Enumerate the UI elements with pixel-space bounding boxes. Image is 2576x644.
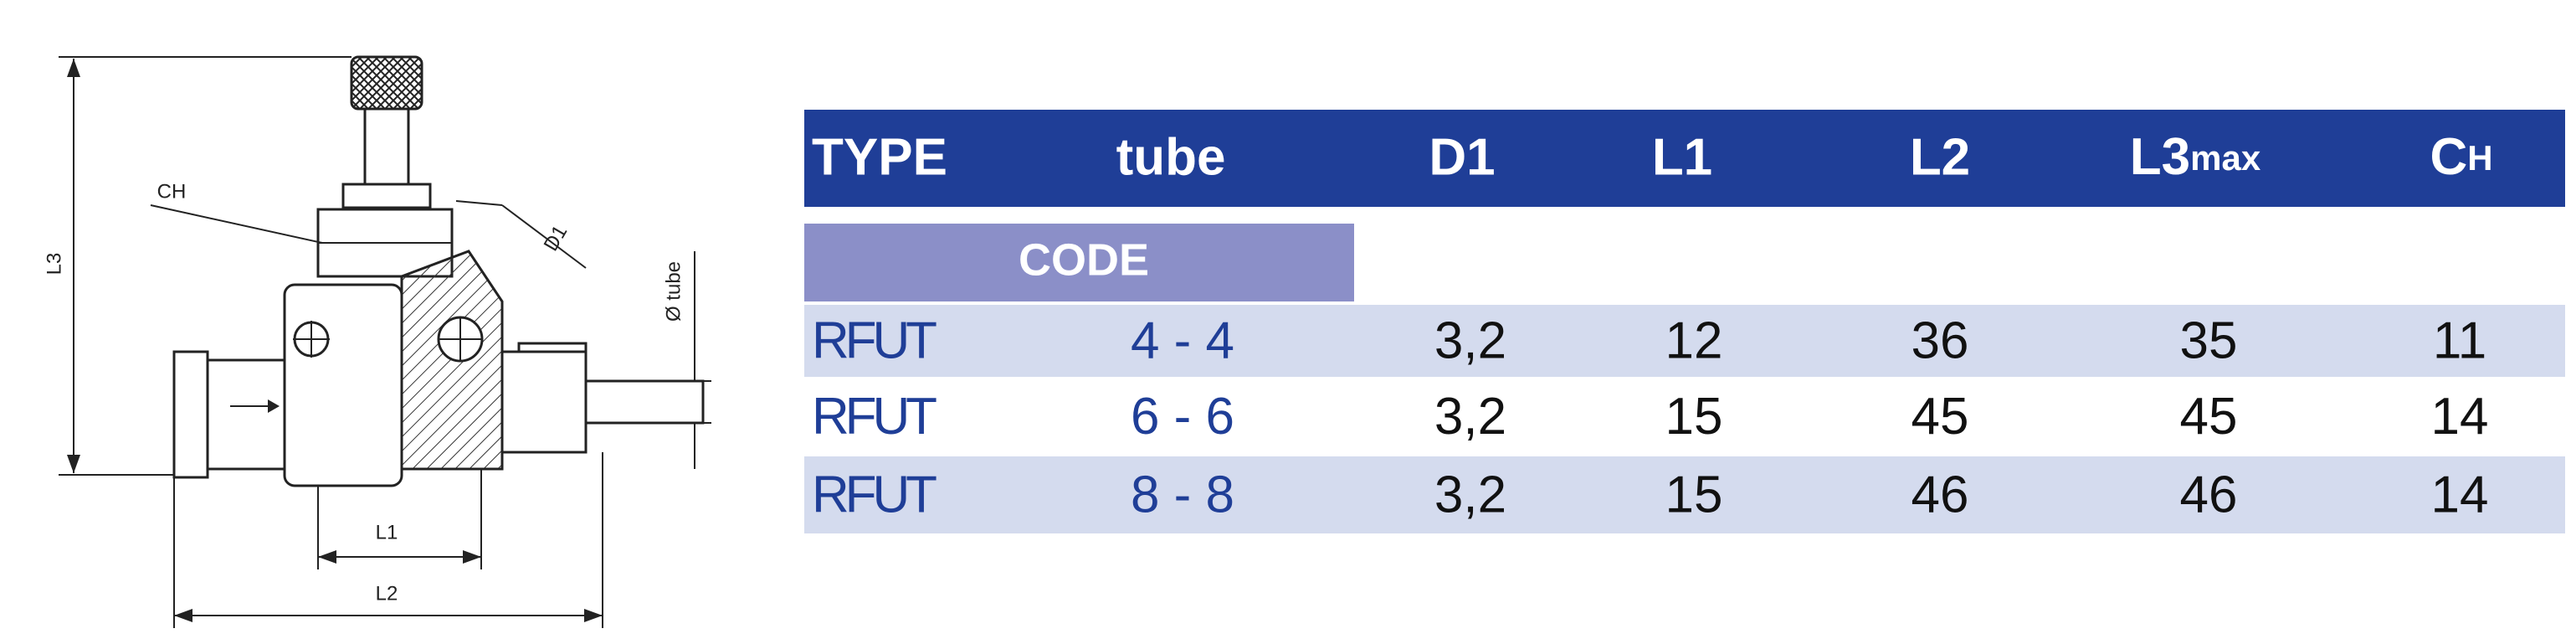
cell: 3,2: [1434, 312, 1506, 369]
header-cell: CH: [2430, 128, 2492, 186]
cell: 15: [1665, 388, 1723, 446]
header-main: L3: [2130, 128, 2190, 186]
header-bar: [804, 110, 2565, 207]
label-l2: L2: [376, 582, 398, 605]
cell: 36: [1911, 312, 1969, 369]
row-shade: [804, 456, 2565, 533]
header-cell: tube: [1116, 128, 1226, 186]
label-ch: CH: [157, 180, 187, 203]
code-label: CODE: [1019, 234, 1149, 285]
code-band: [804, 224, 1354, 301]
label-tube: Ø tube: [662, 261, 685, 322]
cell: 8 - 8: [1131, 466, 1234, 523]
header-cell: D1: [1429, 128, 1495, 186]
header-cell: TYPE: [812, 128, 947, 186]
cell: 6 - 6: [1131, 388, 1234, 446]
cell: 35: [2180, 312, 2238, 369]
cell: RFUT: [812, 466, 937, 523]
technical-drawing: CH L3 D1 Ø tube L1 L2: [43, 55, 711, 628]
header-sub: max: [2190, 138, 2261, 178]
cell: 45: [1911, 388, 1969, 446]
cell: 11: [2433, 312, 2486, 369]
header-sub: H: [2467, 138, 2492, 178]
cell: RFUT: [812, 312, 937, 369]
label-d1: D1: [540, 221, 572, 255]
cell: 3,2: [1434, 466, 1506, 523]
table: CODE TYPE tube D1 L1 L2 L3max CH RFUT 4 - 4 3,2 12…: [804, 110, 2565, 533]
cell: 46: [2180, 466, 2238, 523]
cell: 14: [2431, 466, 2489, 523]
header-cell: L1: [1652, 128, 1712, 186]
label-l1: L1: [376, 521, 398, 544]
cell: 4 - 4: [1131, 312, 1234, 369]
row-shade: [804, 305, 2565, 377]
label-l3: L3: [43, 253, 65, 276]
cell: 12: [1665, 312, 1723, 369]
cell: RFUT: [812, 388, 937, 446]
cell: 15: [1665, 466, 1723, 523]
header-cell: L3max: [2130, 128, 2261, 186]
header-cell: L2: [1910, 128, 1970, 186]
header-main: C: [2430, 128, 2467, 186]
cell: 3,2: [1434, 388, 1506, 446]
cell: 45: [2180, 388, 2238, 446]
cell: 46: [1911, 466, 1969, 523]
cell: 14: [2431, 388, 2489, 446]
